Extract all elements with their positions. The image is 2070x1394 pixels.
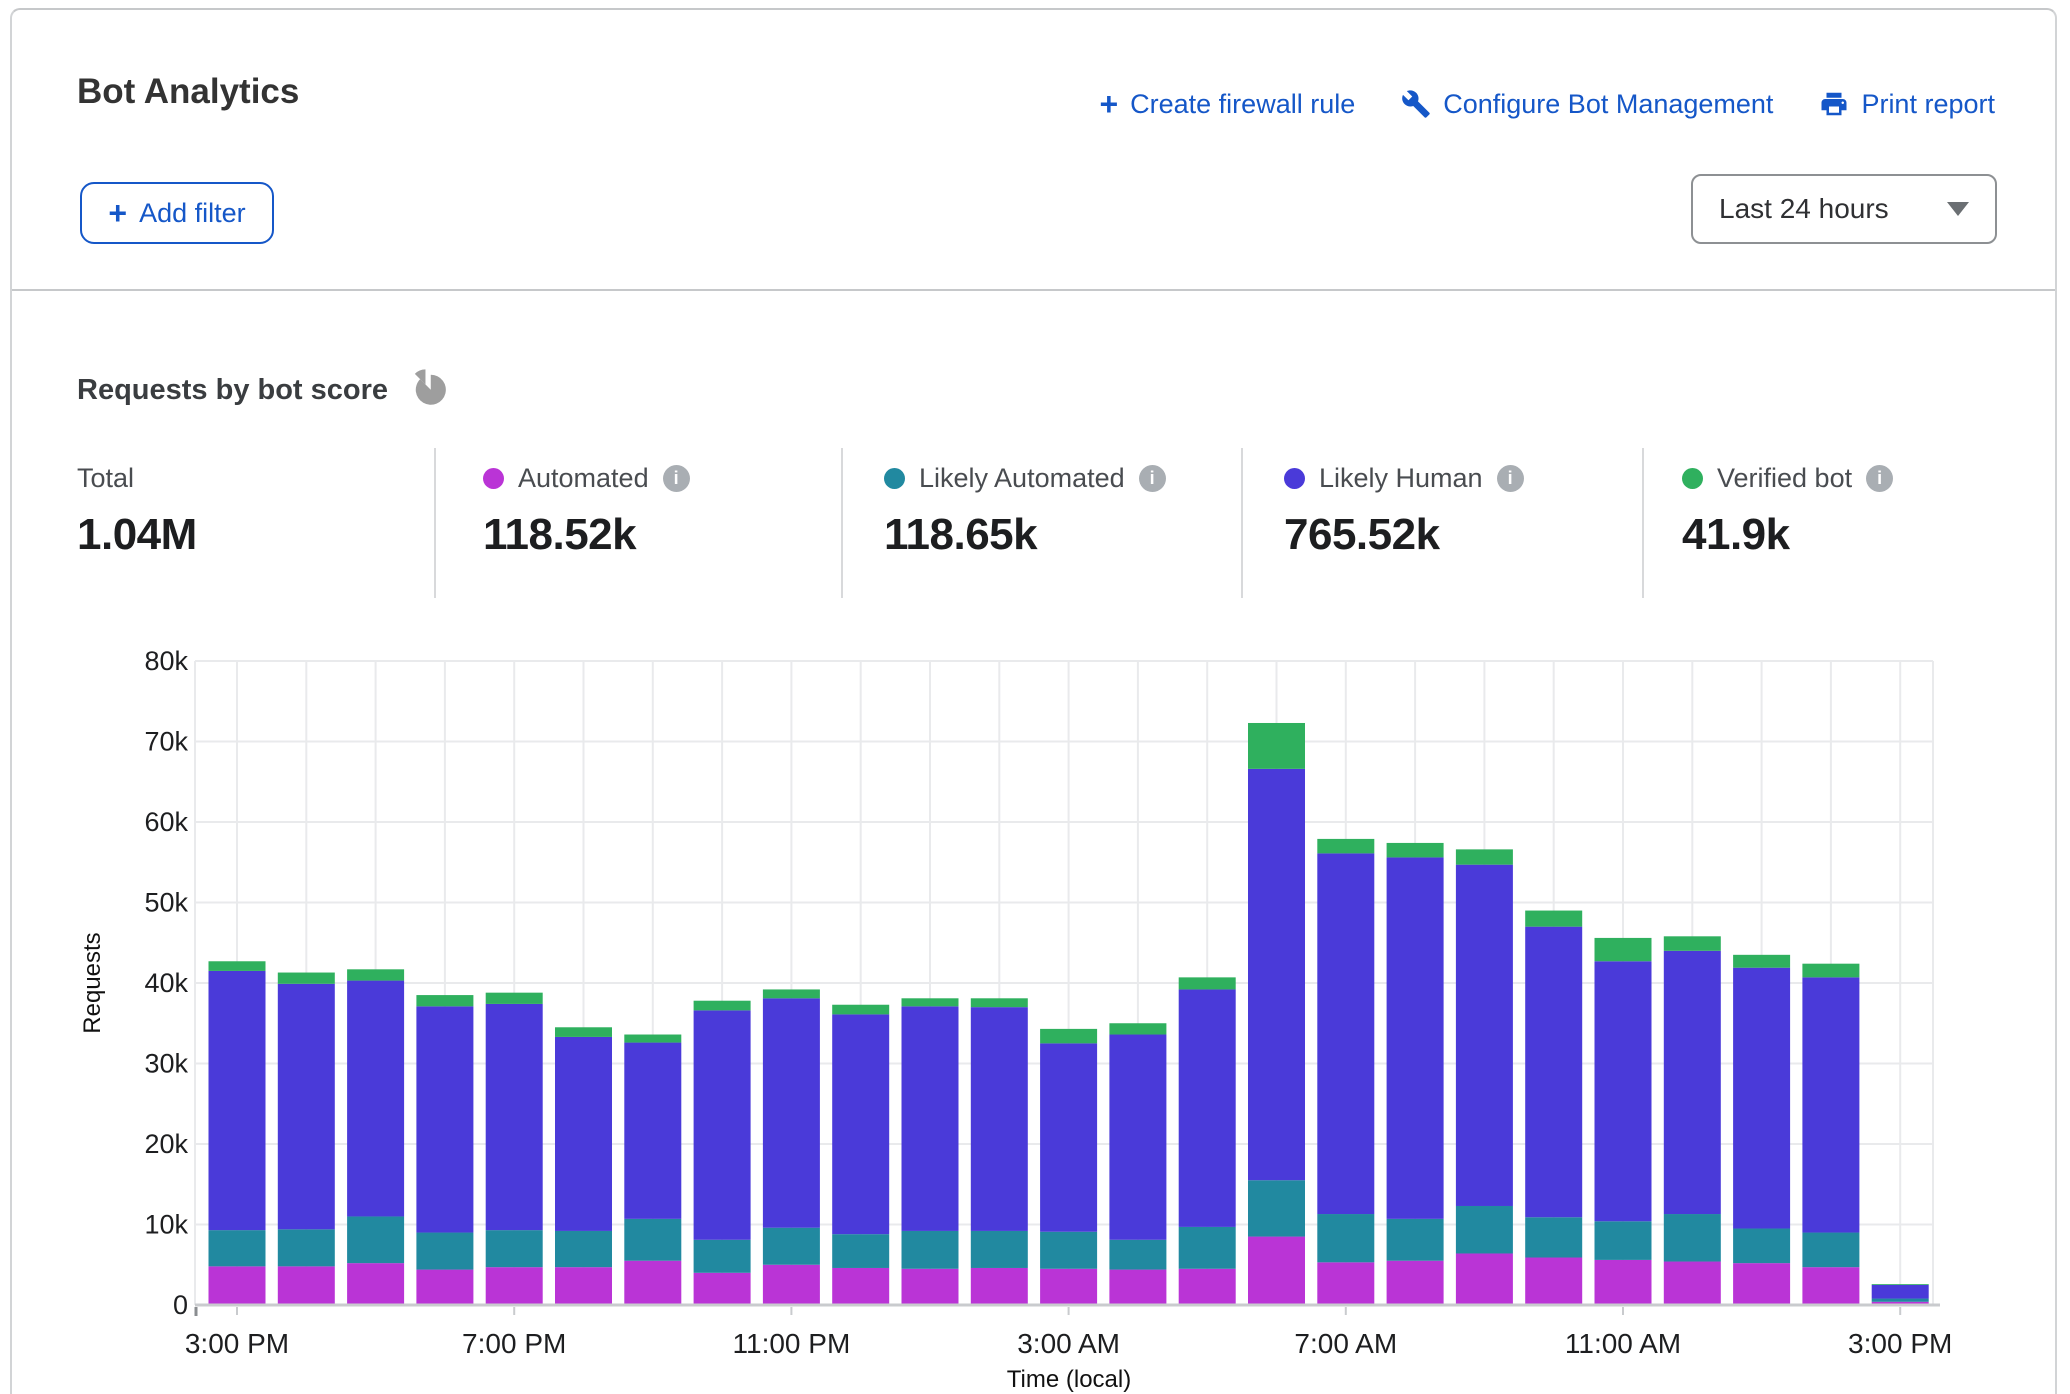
- svg-text:Requests: Requests: [79, 932, 106, 1033]
- printer-icon: [1819, 89, 1849, 119]
- stat-automated: Automated i 118.52k: [483, 462, 690, 560]
- stats-row: Total 1.04M Automated i 118.52k Likely A…: [77, 448, 2051, 600]
- add-filter-label: Add filter: [139, 198, 246, 229]
- automated-dot-icon: [483, 468, 504, 489]
- svg-text:11:00 PM: 11:00 PM: [733, 1328, 851, 1359]
- svg-text:Time (local): Time (local): [1007, 1366, 1131, 1393]
- svg-text:20k: 20k: [144, 1129, 188, 1159]
- print-report-label: Print report: [1861, 89, 1995, 120]
- requests-by-bot-score-chart[interactable]: 0 10k 20k 30k 40k 50k 60k 70k 80k 3:00 PM 7:00 PM 1…: [0, 615, 2070, 1394]
- section-title: Requests by bot score: [77, 374, 388, 407]
- configure-bot-management-link[interactable]: Configure Bot Management: [1401, 89, 1773, 120]
- stat-automated-value: 118.52k: [483, 510, 690, 560]
- create-firewall-rule-label: Create firewall rule: [1130, 89, 1355, 120]
- svg-text:30k: 30k: [144, 1049, 188, 1079]
- svg-text:70k: 70k: [144, 727, 188, 757]
- likely-human-dot-icon: [1284, 468, 1305, 489]
- stat-likely-human-value: 765.52k: [1284, 510, 1524, 560]
- svg-text:0: 0: [173, 1290, 188, 1320]
- plus-icon: +: [108, 197, 127, 229]
- verified-bot-dot-icon: [1682, 468, 1703, 489]
- card-header: Bot Analytics + Create firewall rule Con…: [12, 10, 2055, 291]
- header-actions: + Create firewall rule Configure Bot Man…: [1099, 88, 1995, 120]
- section-title-row: Requests by bot score: [77, 365, 452, 416]
- info-icon[interactable]: i: [1139, 465, 1166, 492]
- svg-text:7:00 AM: 7:00 AM: [1294, 1328, 1397, 1359]
- svg-text:3:00 AM: 3:00 AM: [1017, 1328, 1120, 1359]
- time-range-value: Last 24 hours: [1719, 193, 1889, 225]
- stat-verified-bot-value: 41.9k: [1682, 510, 1893, 560]
- stat-total-value: 1.04M: [77, 510, 197, 560]
- svg-text:10k: 10k: [144, 1210, 188, 1240]
- pie-chart-icon: [406, 365, 452, 416]
- stat-likely-human: Likely Human i 765.52k: [1284, 462, 1524, 560]
- print-report-link[interactable]: Print report: [1819, 89, 1995, 120]
- wrench-icon: [1401, 89, 1431, 119]
- stat-total: Total 1.04M: [77, 462, 197, 560]
- time-range-dropdown[interactable]: Last 24 hours: [1691, 174, 1997, 244]
- likely-automated-dot-icon: [884, 468, 905, 489]
- stat-likely-human-label: Likely Human: [1319, 463, 1483, 494]
- stat-total-label: Total: [77, 463, 134, 494]
- add-filter-button[interactable]: + Add filter: [80, 182, 274, 244]
- svg-text:50k: 50k: [144, 888, 188, 918]
- info-icon[interactable]: i: [663, 465, 690, 492]
- stat-divider: [434, 448, 436, 598]
- plus-icon: +: [1099, 88, 1118, 120]
- configure-bot-management-label: Configure Bot Management: [1443, 89, 1773, 120]
- create-firewall-rule-link[interactable]: + Create firewall rule: [1099, 88, 1355, 120]
- stat-likely-automated-label: Likely Automated: [919, 463, 1125, 494]
- stat-divider: [1241, 448, 1243, 598]
- stat-likely-automated-value: 118.65k: [884, 510, 1166, 560]
- page-title: Bot Analytics: [77, 72, 299, 112]
- svg-text:80k: 80k: [144, 646, 188, 676]
- stat-divider: [841, 448, 843, 598]
- svg-text:3:00 PM: 3:00 PM: [1848, 1328, 1952, 1359]
- svg-text:3:00 PM: 3:00 PM: [185, 1328, 289, 1359]
- stat-divider: [1642, 448, 1644, 598]
- svg-text:7:00 PM: 7:00 PM: [462, 1328, 566, 1359]
- info-icon[interactable]: i: [1497, 465, 1524, 492]
- svg-text:40k: 40k: [144, 968, 188, 998]
- svg-text:60k: 60k: [144, 807, 188, 837]
- stat-verified-bot-label: Verified bot: [1717, 463, 1852, 494]
- stat-automated-label: Automated: [518, 463, 649, 494]
- stat-verified-bot: Verified bot i 41.9k: [1682, 462, 1893, 560]
- stat-likely-automated: Likely Automated i 118.65k: [884, 462, 1166, 560]
- chevron-down-icon: [1947, 202, 1969, 216]
- svg-text:11:00 AM: 11:00 AM: [1565, 1328, 1681, 1359]
- info-icon[interactable]: i: [1866, 465, 1893, 492]
